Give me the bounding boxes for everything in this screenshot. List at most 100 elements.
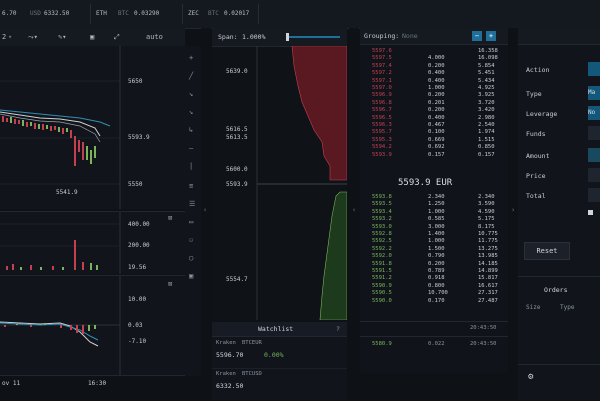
ask-row[interactable]: 5597.6 16.358	[360, 48, 508, 55]
close-icon[interactable]: ⊠	[168, 280, 173, 288]
settings-gear-icon[interactable]: ⚙	[528, 372, 534, 382]
bid-total: 13.275	[478, 245, 498, 252]
bid-size: 1.250	[428, 201, 445, 208]
ask-row[interactable]: 5597.2 0.400 5.451	[360, 70, 508, 77]
bid-row[interactable]: 5590.0 0.170 27.487	[360, 298, 508, 305]
line-tool-icon[interactable]: ╱	[189, 72, 194, 80]
orders-col-size: Size	[526, 304, 541, 311]
settings-icon[interactable]: ▣	[90, 33, 95, 41]
ask-row[interactable]: 5594.2 0.692 0.850	[360, 144, 508, 151]
bid-row[interactable]: 5590.9 0.800 16.617	[360, 283, 508, 290]
auto-scale-button[interactable]: auto	[146, 33, 163, 41]
price-input[interactable]	[588, 168, 600, 182]
ask-row[interactable]: 5595.7 0.100 1.974	[360, 129, 508, 136]
channel-tool-icon[interactable]: ≡	[189, 182, 194, 190]
checkbox[interactable]	[588, 210, 593, 215]
bid-size: 0.585	[428, 216, 445, 223]
chevron-right-icon[interactable]: ›	[511, 206, 516, 214]
type-select[interactable]: Ma	[588, 86, 600, 100]
bid-row[interactable]: 5592.2 1.500 13.275	[360, 246, 508, 253]
bid-row[interactable]: 5592.8 1.400 10.775	[360, 231, 508, 238]
reset-button[interactable]: Reset	[524, 242, 570, 260]
ask-row[interactable]: 5596.9 0.200 3.925	[360, 92, 508, 99]
ticker-label-zec[interactable]: ZEC	[188, 10, 199, 17]
delete-tool-icon[interactable]: ▣	[189, 272, 194, 280]
bid-row[interactable]: 5593.2 0.585 5.175	[360, 216, 508, 223]
watchlist-item[interactable]: Kraken BTCUSD 6332.50	[212, 368, 347, 397]
bid-size: 1.000	[428, 208, 445, 215]
span-slider[interactable]	[286, 36, 340, 38]
trade-row: 5580.9 0.022 20:43:50	[360, 340, 508, 350]
hline-tool-icon[interactable]: —	[189, 144, 194, 152]
leverage-select[interactable]: No	[588, 106, 600, 120]
ask-price: 5595.7	[372, 129, 392, 136]
fib-tool-icon[interactable]: ☰	[189, 200, 196, 208]
help-icon[interactable]: ?	[336, 325, 340, 333]
bid-row[interactable]: 5592.5 1.000 11.775	[360, 238, 508, 245]
crosshair-icon[interactable]: +	[189, 54, 194, 62]
splitter[interactable]: ›	[508, 28, 518, 400]
ask-row[interactable]: 5596.8 0.201 3.720	[360, 100, 508, 107]
ellipse-tool-icon[interactable]: ⚇	[189, 236, 194, 244]
bid-row[interactable]: 5593.4 1.000 4.590	[360, 209, 508, 216]
splitter[interactable]: ‹	[349, 28, 359, 400]
chevron-left-icon[interactable]: ‹	[352, 206, 357, 214]
total-input[interactable]	[588, 188, 600, 202]
ask-row[interactable]: 5596.7 0.200 3.420	[360, 107, 508, 114]
bid-row[interactable]: 5591.5 0.789 14.899	[360, 268, 508, 275]
bid-row[interactable]: 5593.5 1.250 3.590	[360, 201, 508, 208]
bid-row[interactable]: 5591.2 0.918 15.817	[360, 275, 508, 282]
span-slider-handle[interactable]	[286, 33, 289, 41]
time-axis: ov 11 16:30	[0, 375, 185, 401]
ask-row[interactable]: 5597.4 0.200 5.854	[360, 63, 508, 70]
bid-price: 5592.0	[372, 253, 392, 260]
group-decrease-button[interactable]: −	[472, 31, 482, 41]
segment-tool-icon[interactable]: ↘	[189, 108, 194, 116]
interval-select[interactable]: 2	[2, 33, 7, 41]
ask-row[interactable]: 5596.5 0.400 2.980	[360, 115, 508, 122]
orderbook-footer: 20:43:50	[360, 321, 508, 337]
expand-icon[interactable]: ⤢	[114, 33, 120, 41]
price-chart[interactable]: 5650 5593.9 5550 5541.9	[0, 46, 185, 209]
depth-chart[interactable]: Span: 1.000% 5639.0 5616.5 5613.5 5600.0…	[212, 28, 347, 320]
vline-tool-icon[interactable]: |	[189, 162, 194, 170]
chevron-left-icon[interactable]: ‹	[203, 206, 208, 214]
rect-tool-icon[interactable]: ▭	[189, 218, 194, 226]
arrow-tool-icon[interactable]: ↳	[189, 126, 194, 134]
chart-type-icon[interactable]: ⤳▾	[28, 33, 38, 41]
watchlist-price: 6332.50	[216, 382, 244, 390]
group-increase-button[interactable]: +	[486, 31, 496, 41]
bid-row[interactable]: 5590.5 10.700 27.317	[360, 290, 508, 297]
bid-row[interactable]: 5593.0 3.000 8.175	[360, 224, 508, 231]
ask-price: 5597.1	[372, 77, 392, 84]
ask-price: 5595.3	[372, 136, 392, 143]
ask-size: 0.400	[428, 77, 445, 84]
watchlist-item[interactable]: Kraken BTCEUR 5596.70 0.00%	[212, 338, 347, 366]
volume-chart[interactable]: 400.00 200.00 19.56 ⊠	[0, 211, 185, 274]
bid-row[interactable]: 5591.8 0.200 14.185	[360, 261, 508, 268]
funds-input[interactable]	[588, 126, 600, 140]
depth-price-label: 5639.0	[226, 68, 248, 75]
ask-row[interactable]: 5595.3 0.669 1.515	[360, 137, 508, 144]
ask-row[interactable]: 5593.9 0.157 0.157	[360, 152, 508, 159]
ask-row[interactable]: 5597.1 0.400 5.434	[360, 78, 508, 85]
draw-tool-icon[interactable]: ✎▾	[58, 33, 67, 41]
action-select[interactable]	[588, 62, 600, 76]
grouping-value[interactable]: None	[402, 32, 418, 40]
bid-row[interactable]: 5592.0 0.790 13.985	[360, 253, 508, 260]
grouping-label: Grouping:	[364, 32, 400, 40]
ray-tool-icon[interactable]: ↘	[189, 90, 194, 98]
ticker-label-eth[interactable]: ETH	[96, 10, 107, 17]
bid-row[interactable]: 5593.8 2.340 2.340	[360, 194, 508, 201]
watchlist-exchange: Kraken	[216, 340, 236, 346]
ask-row[interactable]: 5596.3 0.467 2.540	[360, 122, 508, 129]
close-icon[interactable]: ⊠	[168, 214, 173, 222]
amount-input[interactable]	[588, 148, 600, 162]
circle-tool-icon[interactable]: ◯	[189, 254, 194, 262]
bid-total: 27.317	[478, 290, 498, 297]
chevron-down-icon[interactable]: ▾	[8, 33, 13, 41]
ask-row[interactable]: 5597.5 4.000 16.098	[360, 55, 508, 62]
macd-chart[interactable]: 10.00 0.03 -7.10 ⊠	[0, 275, 185, 376]
splitter[interactable]: ‹	[201, 28, 211, 400]
ask-row[interactable]: 5597.0 1.000 4.925	[360, 85, 508, 92]
